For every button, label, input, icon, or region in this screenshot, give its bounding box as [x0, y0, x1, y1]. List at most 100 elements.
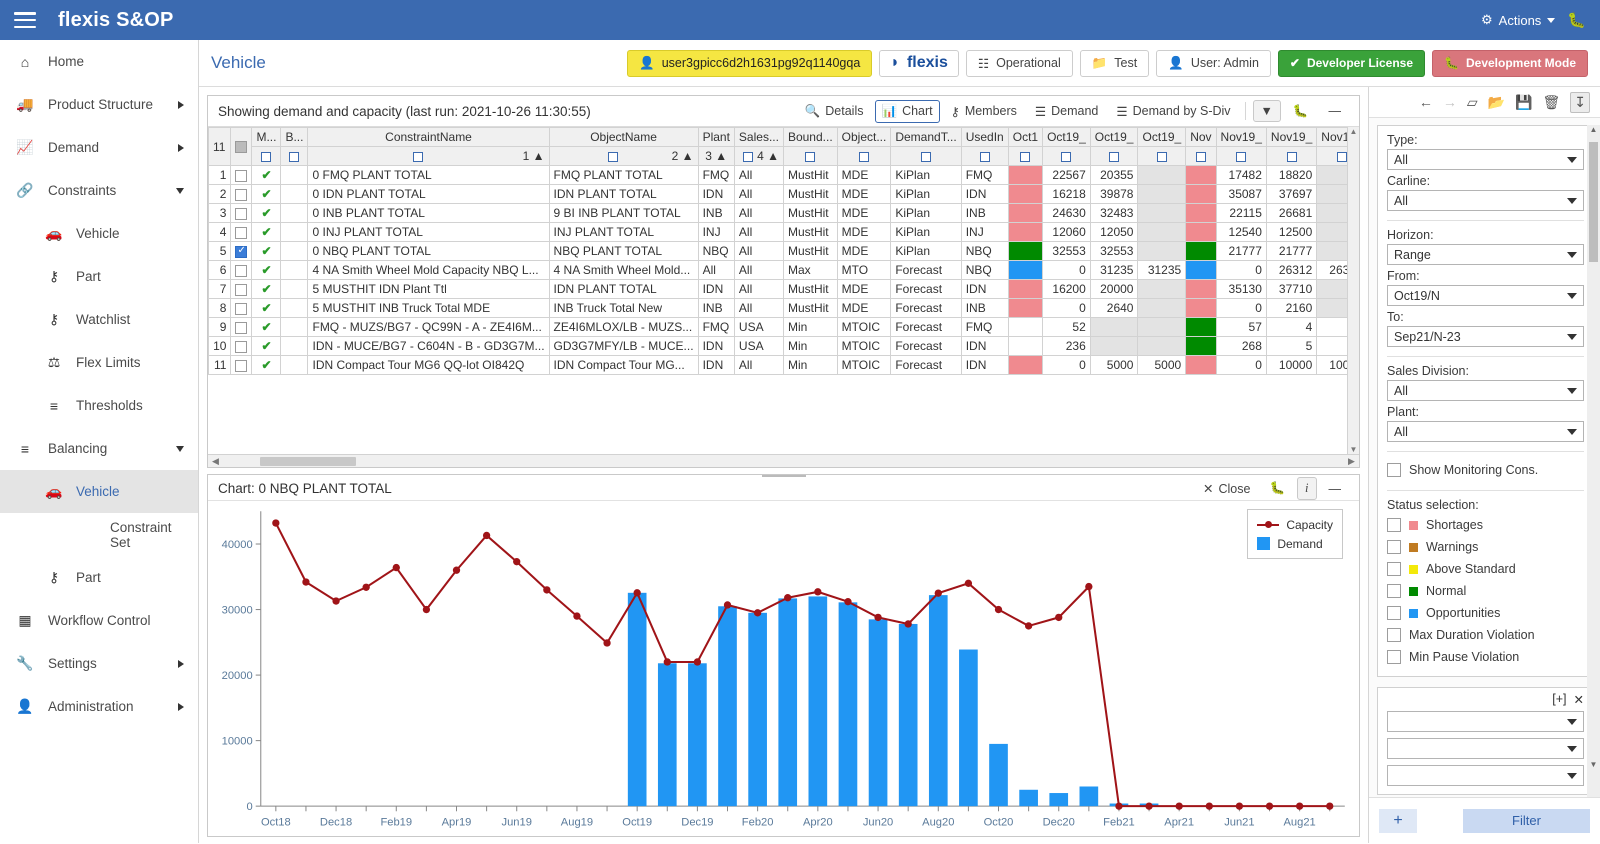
- column-header-nov1[interactable]: Nov: [1185, 127, 1217, 147]
- table-row[interactable]: 4 ✔ 0 INJ PLANT TOTAL INJ PLANT TOTAL INJ All…: [208, 222, 1359, 242]
- grid-tool-demand[interactable]: ☰ Demand: [1028, 100, 1105, 123]
- status-checkbox-normal[interactable]: [1387, 584, 1401, 598]
- column-filter-checkbox[interactable]: [607, 151, 618, 162]
- save-icon[interactable]: 💾: [1515, 93, 1533, 110]
- trash-icon[interactable]: 🗑: [1542, 93, 1561, 110]
- info-icon[interactable]: i: [1297, 477, 1317, 500]
- grid-tool-demand-by-s-div[interactable]: ☰ Demand by S-Div: [1109, 100, 1237, 123]
- hscroll-thumb[interactable]: [260, 456, 356, 466]
- bug-icon[interactable]: 🐛: [1292, 103, 1309, 118]
- sidebar-item-watchlist[interactable]: ⚷ Watchlist: [0, 298, 198, 341]
- folder-open-icon[interactable]: 📂: [1487, 93, 1506, 110]
- column-header-plant[interactable]: Plant: [697, 127, 735, 147]
- arrow-right-icon[interactable]: →: [1442, 94, 1457, 110]
- status-row-opportunities[interactable]: Opportunities: [1387, 602, 1584, 624]
- column-header-nov19a[interactable]: Nov19_: [1215, 127, 1267, 147]
- column-header-sales[interactable]: Sales...: [733, 127, 784, 147]
- row-select-checkbox[interactable]: [230, 317, 253, 337]
- grid-tool-members[interactable]: ⚷ Members: [944, 100, 1024, 123]
- filter-select-sales-division[interactable]: All: [1387, 380, 1584, 401]
- filter-select-carline[interactable]: All: [1387, 190, 1584, 211]
- column-header-nov19b[interactable]: Nov19_: [1265, 127, 1318, 147]
- column-header-objectname[interactable]: ObjectName: [548, 127, 699, 147]
- column-filter-checkbox[interactable]: [1156, 151, 1167, 162]
- column-filter-checkbox[interactable]: [979, 151, 990, 162]
- sort-az-icon[interactable]: ↧: [1570, 91, 1590, 113]
- header-chip-user3gpicc6d2h1631pg92q1140g[interactable]: 👤 user3gpicc6d2h1631pg92q1140gqa: [627, 49, 873, 77]
- column-header-b[interactable]: B...: [280, 127, 309, 147]
- row-select-checkbox[interactable]: [230, 279, 253, 299]
- row-select-checkbox[interactable]: [230, 355, 253, 375]
- header-chip-development-mode[interactable]: 🐛 Development Mode: [1432, 49, 1588, 77]
- grid-vertical-scrollbar[interactable]: ▲ ▼: [1347, 127, 1359, 454]
- table-row[interactable]: 6 ✔ 4 NA Smith Wheel Mold Capacity NBQ L..…: [208, 260, 1359, 280]
- sidebar-item-balancing[interactable]: ≡ Balancing: [0, 427, 198, 470]
- extra-select-2[interactable]: [1387, 738, 1584, 759]
- header-chip-developer-license[interactable]: ✔ Developer License: [1277, 49, 1426, 77]
- row-select-checkbox[interactable]: [230, 241, 253, 261]
- column-header-oct19c[interactable]: Oct19_: [1137, 127, 1187, 147]
- extra-select-1[interactable]: [1387, 711, 1584, 732]
- table-row[interactable]: 1 ✔ 0 FMQ PLANT TOTAL FMQ PLANT TOTAL FMQ All…: [208, 165, 1359, 185]
- column-filter-checkbox[interactable]: [1336, 151, 1347, 162]
- scroll-up-icon[interactable]: ▲: [1349, 127, 1358, 136]
- row-select-checkbox[interactable]: [230, 260, 253, 280]
- status-checkbox-above-standard[interactable]: [1387, 562, 1401, 576]
- apply-filter-button[interactable]: Filter: [1463, 808, 1590, 833]
- column-header-oct19b[interactable]: Oct19_: [1089, 127, 1139, 147]
- filter-select-horizon[interactable]: Range: [1387, 244, 1584, 265]
- expand-filter-button[interactable]: [+]: [1552, 692, 1567, 706]
- panel-resize-gripper[interactable]: [761, 475, 806, 477]
- filter-select-from[interactable]: Oct19/N: [1387, 285, 1584, 306]
- scroll-up-icon[interactable]: ▲: [1589, 125, 1598, 134]
- minimize-icon[interactable]: —: [1328, 481, 1342, 496]
- column-filter-checkbox[interactable]: [412, 151, 423, 162]
- grid-tool-details[interactable]: 🔍 Details: [798, 100, 871, 123]
- sidebar-item-vehicle[interactable]: 🚗 Vehicle: [0, 470, 198, 513]
- filter-select-to[interactable]: Sep21/N-23: [1387, 326, 1584, 347]
- table-row[interactable]: 2 ✔ 0 IDN PLANT TOTAL IDN PLANT TOTAL IDN All…: [208, 184, 1359, 204]
- minimize-icon[interactable]: —: [1328, 104, 1342, 118]
- show-monitoring-cons-checkbox[interactable]: [1387, 463, 1401, 477]
- arrow-left-icon[interactable]: ←: [1418, 94, 1433, 110]
- table-row[interactable]: 3 ✔ 0 INB PLANT TOTAL 9 BI INB PLANT TOTAL I…: [208, 203, 1359, 223]
- funnel-icon[interactable]: ▼: [1252, 100, 1281, 122]
- filter-scroll-thumb[interactable]: [1589, 142, 1598, 262]
- status-row-shortages[interactable]: Shortages: [1387, 514, 1584, 536]
- sidebar-item-settings[interactable]: 🔧 Settings: [0, 642, 198, 685]
- header-chip-user-admin[interactable]: 👤 User: Admin: [1156, 49, 1271, 77]
- status-checkbox-max-duration-violation[interactable]: [1387, 628, 1401, 642]
- sidebar-item-vehicle[interactable]: 🚗 Vehicle: [0, 212, 198, 255]
- sidebar-item-workflow-control[interactable]: ▦ Workflow Control: [0, 599, 198, 642]
- sidebar-item-product-structure[interactable]: 🚚 Product Structure: [0, 83, 198, 126]
- column-header-bound[interactable]: Bound...: [782, 127, 838, 147]
- column-header-constraintname[interactable]: ConstraintName: [307, 127, 550, 147]
- column-filter-checkbox[interactable]: [1109, 151, 1120, 162]
- status-row-normal[interactable]: Normal: [1387, 580, 1584, 602]
- row-select-checkbox[interactable]: [230, 298, 253, 318]
- status-row-above-standard[interactable]: Above Standard: [1387, 558, 1584, 580]
- scroll-down-icon[interactable]: ▼: [1349, 445, 1358, 454]
- filter-panel-scrollbar[interactable]: ▲ ▼: [1587, 125, 1600, 797]
- column-filter-checkbox[interactable]: [742, 151, 753, 162]
- grid-horizontal-scrollbar[interactable]: ◀ ▶: [208, 454, 1359, 467]
- column-header-m[interactable]: M...: [251, 127, 282, 147]
- sidebar-item-thresholds[interactable]: ≡ Thresholds: [0, 384, 198, 427]
- column-header-demandt[interactable]: DemandT...: [890, 127, 962, 147]
- eraser-icon[interactable]: ▱: [1466, 93, 1478, 110]
- column-filter-checkbox[interactable]: [859, 151, 869, 162]
- scroll-left-icon[interactable]: ◀: [212, 455, 219, 466]
- header-chip-flexis[interactable]: ◗ flexis: [879, 49, 959, 77]
- row-select-checkbox[interactable]: [230, 184, 253, 204]
- close-filter-icon[interactable]: ✕: [1573, 693, 1584, 707]
- row-select-checkbox[interactable]: [230, 336, 253, 356]
- chart-close-button[interactable]: ✕ Close: [1196, 477, 1257, 500]
- sidebar-item-part[interactable]: ⚷ Part: [0, 255, 198, 298]
- column-filter-checkbox[interactable]: [1195, 151, 1206, 162]
- sidebar-item-part[interactable]: ⚷ Part: [0, 556, 198, 599]
- column-filter-checkbox[interactable]: [1286, 151, 1297, 162]
- sidebar-item-flex-limits[interactable]: ⚖ Flex Limits: [0, 341, 198, 384]
- actions-menu-button[interactable]: ⚙ Actions: [1481, 12, 1556, 28]
- sidebar-item-demand[interactable]: 📈 Demand: [0, 126, 198, 169]
